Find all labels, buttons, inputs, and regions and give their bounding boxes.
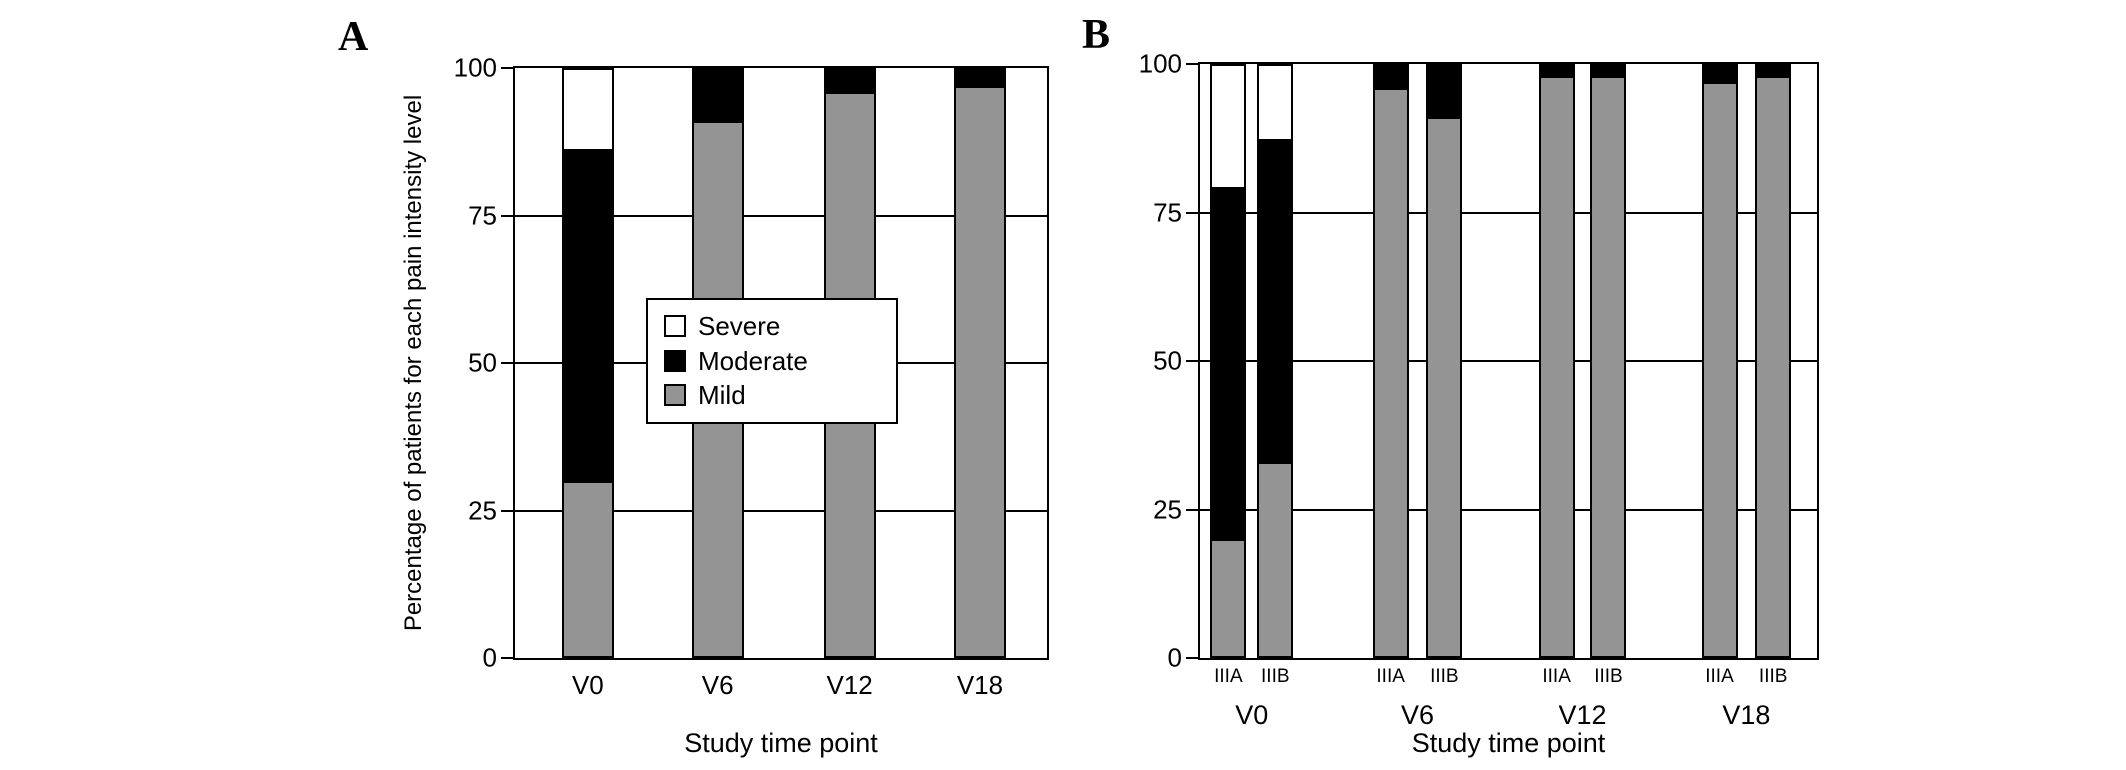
bar-segment-severe	[561, 68, 614, 151]
mild-swatch-icon	[664, 384, 686, 407]
y-tick-mark	[501, 657, 513, 659]
bar-segment-mild	[1755, 75, 1792, 658]
sub-category-label: IIIA	[1214, 666, 1243, 687]
y-tick-mark	[1186, 211, 1198, 214]
x-group-label: V18	[1722, 700, 1771, 730]
bar-segment-moderate	[1755, 64, 1792, 76]
gridline-50	[1200, 360, 1817, 362]
y-tick-mark	[501, 67, 513, 69]
x-group-label: V6	[1400, 700, 1434, 730]
bar-segment-moderate	[1257, 141, 1294, 462]
bar-segment-moderate	[1426, 64, 1463, 118]
legend-item-moderate: Moderate	[664, 345, 884, 376]
legend-item-mild: Mild	[664, 381, 884, 410]
gridline-25	[515, 509, 1047, 512]
bar-segment-severe	[1210, 64, 1247, 189]
bar-segment-mild	[1210, 539, 1247, 658]
legend-label: Severe	[698, 311, 781, 341]
sub-category-label: IIIA	[1376, 666, 1405, 687]
legend-label: Moderate	[698, 345, 808, 376]
x-category-label: V0	[571, 670, 604, 700]
y-tick-mark	[1186, 657, 1198, 659]
panel-b-label: B	[1082, 12, 1111, 58]
bar-segment-mild	[1701, 81, 1738, 658]
y-tick-label: 0	[1167, 642, 1182, 673]
bar-segment-moderate	[691, 68, 744, 122]
y-tick-mark	[1186, 508, 1198, 511]
bar-segment-mild	[1372, 87, 1409, 658]
severe-swatch-icon	[664, 315, 686, 338]
x-group-label: V0	[1235, 700, 1269, 730]
y-tick-label: 50	[1153, 345, 1182, 376]
y-tick-label: 100	[453, 52, 497, 83]
y-tick-mark	[501, 362, 513, 364]
plot-area-b: 0 25 50 75 100 IIIA IIIB V0 IIIA IIIB V6 IIIA IIIB V1…	[1139, 49, 1819, 730]
y-tick-label: 75	[468, 200, 497, 230]
moderate-swatch-icon	[664, 349, 686, 372]
bar-segment-moderate	[1210, 188, 1247, 540]
bar-segment-moderate	[1538, 64, 1575, 76]
sub-category-label: IIIB	[1758, 666, 1788, 687]
y-tick-mark	[1186, 63, 1198, 65]
y-tick-mark	[1186, 360, 1198, 362]
sub-category-label: IIIA	[1542, 666, 1571, 687]
x-category-label: V12	[826, 670, 873, 700]
bar-segment-moderate	[1590, 64, 1627, 76]
bar-segment-mild	[1257, 461, 1294, 658]
bar-segment-moderate	[953, 68, 1006, 86]
gridline-25	[1200, 508, 1817, 511]
legend-label: Mild	[698, 380, 746, 411]
sub-category-label: IIIB	[1261, 666, 1290, 687]
bar-segment-mild	[953, 85, 1006, 658]
x-category-label: V6	[701, 670, 734, 700]
y-tick-label: 50	[468, 347, 497, 378]
y-tick-mark	[501, 509, 513, 512]
y-tick-mark	[501, 214, 513, 217]
sub-category-label: IIIB	[1430, 666, 1459, 687]
panel-a-label: A	[338, 14, 369, 60]
x-axis-title-a: Study time point	[684, 728, 878, 758]
sub-category-label: IIIB	[1594, 666, 1623, 687]
y-tick-label: 25	[1153, 494, 1182, 524]
bar-segment-moderate	[1701, 64, 1738, 82]
y-tick-label: 0	[482, 642, 497, 673]
bar-segment-moderate	[823, 68, 876, 92]
sub-category-label: IIIA	[1705, 666, 1734, 687]
bar-segment-mild	[1426, 117, 1463, 658]
legend: Severe Moderate Mild	[646, 298, 898, 424]
bar-segment-moderate	[561, 150, 614, 481]
y-tick-label: 25	[468, 495, 497, 525]
x-group-label: V12	[1558, 700, 1607, 730]
legend-item-severe: Severe	[664, 312, 884, 341]
y-tick-label: 100	[1138, 48, 1182, 79]
bar-segment-mild	[1590, 75, 1627, 658]
x-axis-title-b: Study time point	[1411, 728, 1606, 758]
gridline-75	[515, 214, 1047, 217]
y-axis-title: Percentage of patients for each pain int…	[400, 94, 427, 632]
bar-segment-severe	[1257, 64, 1294, 142]
x-category-label: V18	[956, 670, 1004, 700]
bar-segment-mild	[561, 481, 614, 658]
gridline-75	[1200, 211, 1817, 214]
bar-segment-moderate	[1372, 64, 1409, 88]
bar-segment-mild	[1538, 75, 1575, 658]
y-tick-label: 75	[1153, 197, 1182, 227]
